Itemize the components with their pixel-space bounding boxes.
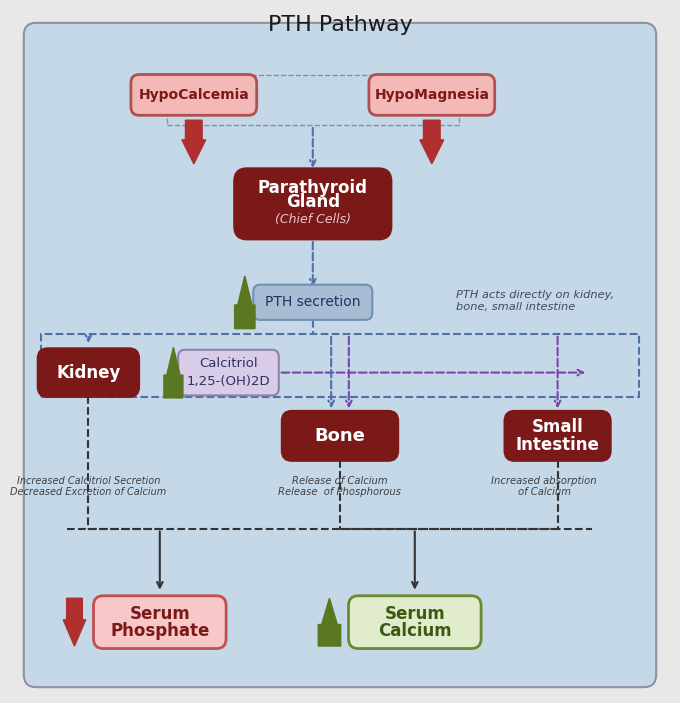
Text: Parathyroid: Parathyroid: [258, 179, 368, 198]
Text: HypoCalcemia: HypoCalcemia: [139, 88, 249, 102]
FancyBboxPatch shape: [38, 349, 139, 396]
Polygon shape: [318, 598, 341, 646]
FancyBboxPatch shape: [235, 169, 391, 239]
FancyBboxPatch shape: [348, 595, 481, 648]
Text: (Chief Cells): (Chief Cells): [275, 213, 351, 226]
Text: HypoMagnesia: HypoMagnesia: [374, 88, 490, 102]
Text: Increased Calcitriol Secretion
Decreased Excretion of Calcium: Increased Calcitriol Secretion Decreased…: [10, 476, 167, 497]
Text: Gland: Gland: [286, 193, 340, 212]
Polygon shape: [420, 120, 443, 164]
FancyBboxPatch shape: [178, 350, 279, 395]
Text: Increased absorption
of Calcium: Increased absorption of Calcium: [491, 476, 597, 497]
Text: Phosphate: Phosphate: [110, 621, 209, 640]
Polygon shape: [182, 120, 205, 164]
Text: Kidney: Kidney: [56, 363, 120, 382]
Text: PTH secretion: PTH secretion: [265, 295, 360, 309]
Polygon shape: [235, 276, 255, 329]
Text: Bone: Bone: [315, 427, 365, 445]
Text: Calcitriol: Calcitriol: [199, 357, 258, 370]
FancyBboxPatch shape: [505, 411, 611, 460]
Polygon shape: [164, 347, 183, 398]
Text: PTH acts directly on kidney,
bone, small intestine: PTH acts directly on kidney, bone, small…: [456, 290, 614, 311]
Text: Serum: Serum: [384, 605, 445, 623]
FancyBboxPatch shape: [24, 22, 656, 688]
Text: Small: Small: [532, 418, 583, 436]
Text: Release of Calcium
Release  of Phosphorous: Release of Calcium Release of Phosphorou…: [279, 476, 401, 497]
Text: Intestine: Intestine: [515, 436, 600, 454]
FancyBboxPatch shape: [254, 285, 373, 320]
Text: 1,25-(OH)2D: 1,25-(OH)2D: [187, 375, 270, 388]
FancyBboxPatch shape: [369, 75, 495, 115]
Polygon shape: [63, 598, 86, 646]
Bar: [167, 75, 459, 125]
FancyBboxPatch shape: [282, 411, 398, 460]
Text: PTH Pathway: PTH Pathway: [268, 15, 412, 34]
FancyBboxPatch shape: [131, 75, 257, 115]
FancyBboxPatch shape: [93, 595, 226, 648]
Bar: [41, 334, 639, 397]
Text: Serum: Serum: [129, 605, 190, 623]
Text: Calcium: Calcium: [378, 621, 452, 640]
